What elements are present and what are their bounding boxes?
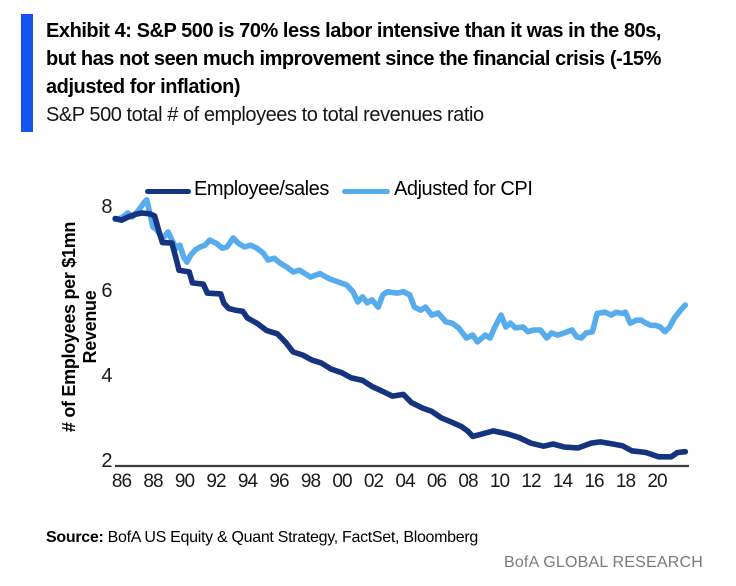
x-tick-label-88: 88 bbox=[143, 471, 163, 492]
x-tick-label-06: 06 bbox=[426, 471, 447, 492]
x-tick-label-94: 94 bbox=[237, 471, 258, 492]
exhibit-title-line-1: Exhibit 4: S&P 500 is 70% less labor int… bbox=[46, 20, 662, 42]
x-tick-label-90: 90 bbox=[174, 471, 195, 492]
source-text: BofA US Equity & Quant Strategy, FactSet… bbox=[103, 529, 479, 546]
legend-label-adjusted-cpi: Adjusted for CPI bbox=[394, 178, 533, 200]
exhibit-header: Exhibit 4: S&P 500 is 70% less labor int… bbox=[46, 17, 661, 129]
source-label: Source: bbox=[46, 529, 104, 546]
legend-line-adjusted-cpi bbox=[342, 189, 390, 194]
x-tick-label-86: 86 bbox=[111, 471, 132, 492]
chart-subtitle: S&P 500 total # of employees to total re… bbox=[46, 104, 484, 126]
y-tick-label-8: 8 bbox=[101, 195, 112, 218]
x-tick-label-18: 18 bbox=[615, 471, 636, 492]
exhibit-title-line-3: adjusted for inflation) bbox=[46, 76, 241, 98]
x-tick-label-08: 08 bbox=[458, 471, 478, 492]
exhibit-accent-bar bbox=[21, 14, 33, 132]
x-tick-label-00: 00 bbox=[332, 471, 352, 492]
x-tick-label-10: 10 bbox=[489, 471, 510, 492]
y-tick-label-4: 4 bbox=[101, 365, 112, 388]
x-tick-label-20: 20 bbox=[647, 471, 667, 492]
y-tick-label-6: 6 bbox=[101, 280, 112, 303]
brand-text: BofA GLOBAL RESEARCH bbox=[503, 554, 703, 571]
x-tick-label-16: 16 bbox=[584, 471, 604, 492]
x-tick-label-14: 14 bbox=[552, 471, 573, 492]
legend-line-employee-sales bbox=[145, 189, 191, 194]
exhibit-title-line-2: but has not seen much improvement since … bbox=[46, 48, 661, 70]
series-line-adjusted-for-cpi bbox=[112, 197, 689, 345]
y-tick-label-2: 2 bbox=[101, 450, 112, 472]
source-note: Source: BofA US Equity & Quant Strategy,… bbox=[46, 529, 478, 547]
x-tick-label-98: 98 bbox=[300, 471, 321, 492]
x-tick-label-96: 96 bbox=[269, 471, 289, 492]
legend-label-employee-sales: Employee/sales bbox=[194, 178, 329, 200]
x-tick-label-02: 02 bbox=[363, 471, 384, 492]
x-tick-label-12: 12 bbox=[521, 471, 541, 492]
series-line-employee-sales bbox=[112, 210, 689, 460]
x-tick-label-04: 04 bbox=[395, 471, 415, 492]
y-axis-label: # of Employees per $1mn Revenue bbox=[59, 221, 100, 433]
x-tick-label-92: 92 bbox=[206, 471, 226, 492]
